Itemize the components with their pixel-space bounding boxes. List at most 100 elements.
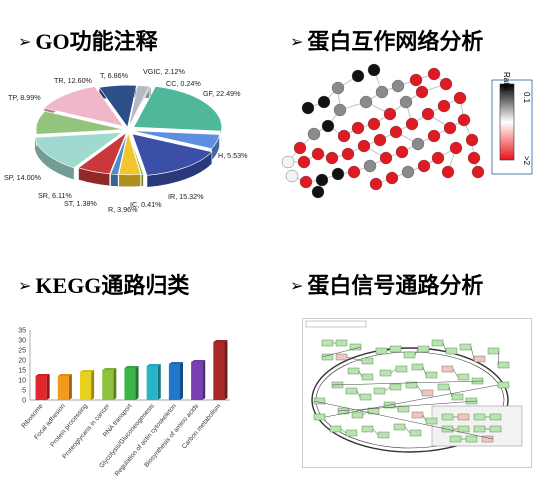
network-node — [325, 151, 339, 165]
network-node — [331, 81, 345, 95]
network-node — [409, 73, 423, 87]
network-node — [351, 121, 365, 135]
pathway-node — [373, 387, 386, 395]
pathway-node — [457, 373, 470, 381]
pie-slice — [35, 110, 125, 135]
network-node — [439, 77, 453, 91]
pathway-node — [457, 425, 470, 433]
pathway-node — [379, 369, 392, 377]
y-tick-label: 35 — [18, 328, 26, 335]
pie-slice-label: SR, 6.11% — [38, 191, 72, 200]
network-node — [369, 177, 383, 191]
pathway-node — [489, 425, 502, 433]
pathway-node — [411, 363, 424, 371]
pathway-node — [349, 343, 362, 351]
network-node — [405, 117, 419, 131]
pathway-node — [389, 345, 402, 353]
legend-bottom-value: >2 — [522, 156, 531, 166]
network-node — [357, 139, 371, 153]
pie-slice-label: IC, 0.41% — [130, 200, 162, 209]
pathway-node — [375, 347, 388, 355]
pathway-node — [403, 351, 416, 359]
network-node — [415, 85, 429, 99]
pathway-node — [397, 405, 410, 413]
network-node — [337, 129, 351, 143]
pie-slice-label: ST, 1.38% — [64, 199, 97, 208]
pathway-node — [361, 373, 374, 381]
network-node — [431, 151, 445, 165]
pie-slice — [77, 131, 128, 175]
bar — [35, 374, 50, 400]
pathway-node — [473, 425, 486, 433]
pathway-node — [441, 425, 454, 433]
network-node — [391, 79, 405, 93]
network-node — [427, 129, 441, 143]
pie-slice — [118, 131, 142, 176]
pathway-node — [345, 429, 358, 437]
pie-slice — [43, 86, 125, 127]
network-node — [297, 155, 311, 169]
pathway-node — [321, 353, 334, 361]
bar — [168, 362, 183, 400]
pathway-node — [377, 431, 390, 439]
network-node — [467, 151, 481, 165]
pathway-node — [335, 353, 348, 361]
y-tick-label: 15 — [18, 368, 26, 375]
pathway-title: ➢ 蛋白信号通路分析 — [290, 273, 484, 298]
pathway-node — [473, 355, 486, 363]
network-node — [389, 125, 403, 139]
network-node — [443, 121, 457, 135]
pie-slice-label: GF, 22.49% — [203, 89, 241, 98]
pathway-node — [465, 435, 478, 443]
network-node — [401, 165, 415, 179]
pathway-node — [409, 429, 422, 437]
network-node — [457, 113, 471, 127]
pathway-node — [347, 367, 360, 375]
pathway-node — [489, 413, 502, 421]
pathway-node — [351, 411, 364, 419]
ppi-network: 0.1 Ratio >2 — [281, 63, 533, 199]
pathway-node — [451, 393, 464, 401]
pathway-node — [497, 361, 510, 369]
network-node — [471, 165, 485, 179]
pie-slice-label: H, 5.53% — [218, 151, 248, 160]
pathway-node — [437, 383, 450, 391]
go-pie-chart: GF, 22.49% H, 5.53% IR, 15.32% IC, 0.41%R, … — [4, 67, 248, 214]
pathway-node — [425, 371, 438, 379]
ppi-title: ➢ 蛋白互作网络分析 — [290, 29, 484, 54]
network-node — [383, 107, 397, 121]
network-node — [359, 95, 373, 109]
network-node — [299, 175, 313, 189]
pathway-node — [457, 413, 470, 421]
pathway-node — [473, 413, 486, 421]
network-node — [367, 117, 381, 131]
pathway-node — [321, 339, 334, 347]
network-node — [411, 137, 425, 151]
network-node — [427, 67, 441, 81]
pathway-node — [395, 365, 408, 373]
network-node — [293, 141, 307, 155]
y-tick-label: 30 — [18, 338, 26, 345]
pie-slice — [110, 132, 128, 175]
pie-slice — [133, 86, 223, 132]
network-node — [341, 147, 355, 161]
network-node — [379, 151, 393, 165]
pathway-node — [425, 417, 438, 425]
pathway-node — [431, 339, 444, 347]
network-node — [321, 119, 335, 133]
y-tick-label: 0 — [22, 398, 26, 405]
network-node — [399, 95, 413, 109]
kegg-title: ➢ KEGG通路归类 — [18, 273, 190, 298]
x-tick-label: Carbon metabolism — [181, 403, 223, 451]
pie-slice — [131, 133, 213, 176]
pie-slice-label: IR, 15.32% — [168, 192, 204, 201]
network-node — [421, 107, 435, 121]
pathway-node — [487, 347, 500, 355]
pathway-node — [335, 339, 348, 347]
bar — [124, 366, 139, 400]
pathway-node — [345, 387, 358, 395]
bar — [102, 368, 117, 400]
network-node — [395, 145, 409, 159]
legend-top-value: 0.1 — [522, 92, 531, 104]
